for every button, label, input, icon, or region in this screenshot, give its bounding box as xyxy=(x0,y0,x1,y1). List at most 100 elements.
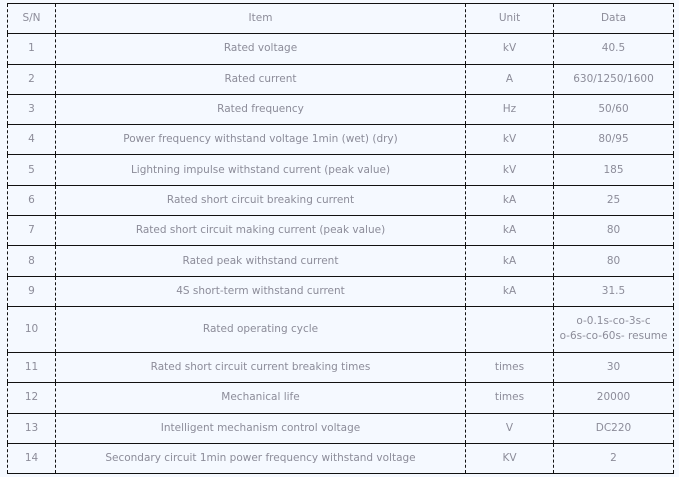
cell-data-text: o-0.1s-co-3s-c xyxy=(576,315,651,328)
cell-unit: times xyxy=(465,351,554,384)
cell-unit-text: kV xyxy=(502,133,517,146)
cell-data: 50/60 xyxy=(553,93,674,126)
cell-sn: 6 xyxy=(7,184,56,217)
cell-item-text: Lightning impulse withstand current (pea… xyxy=(130,163,391,176)
cell-unit-text: kA xyxy=(502,284,517,297)
table-row: 2 Rated current A 630/1250/1600 xyxy=(7,63,674,95)
cell-sn-text: 7 xyxy=(28,224,35,237)
cell-unit: V xyxy=(465,412,554,444)
header-row: S/N Item Unit Data xyxy=(7,2,674,35)
cell-sn-text: 6 xyxy=(28,193,35,206)
cell-unit-text: times xyxy=(494,391,525,404)
cell-item: Rated current xyxy=(55,63,466,95)
cell-sn: 1 xyxy=(7,33,56,65)
cell-sn-text: 14 xyxy=(24,452,39,464)
cell-unit-text: A xyxy=(505,72,514,85)
cell-unit: kV xyxy=(465,33,554,65)
cell-item-text: 4S short-term withstand current xyxy=(176,284,345,297)
cell-item: Rated voltage xyxy=(55,33,466,65)
cell-data-text: 40.5 xyxy=(601,42,626,55)
cell-unit xyxy=(465,305,554,353)
cell-item: Secondary circuit 1min power frequency w… xyxy=(55,442,466,475)
cell-unit: kA xyxy=(465,215,554,247)
cell-item-text: Rated short circuit breaking current xyxy=(166,193,355,206)
cell-item: Power frequency withstand voltage 1min (… xyxy=(55,124,466,156)
cell-sn: 9 xyxy=(7,275,56,307)
table-row: 13 Intelligent mechanism control voltage V… xyxy=(7,412,674,444)
cell-unit-text: kA xyxy=(502,224,517,237)
cell-unit: kA xyxy=(465,275,554,307)
cell-unit-text: kV xyxy=(502,163,517,176)
cell-item-text: Rated frequency xyxy=(217,103,304,116)
cell-unit-text: KV xyxy=(502,452,517,464)
cell-data: 80 xyxy=(553,245,674,277)
cell-sn: 14 xyxy=(7,442,56,475)
cell-unit: kA xyxy=(465,245,554,277)
cell-unit-text: Hz xyxy=(502,103,517,116)
cell-sn-text: 13 xyxy=(24,421,39,434)
cell-data-text: 31.5 xyxy=(601,284,626,297)
cell-item-text: Rated peak withstand current xyxy=(182,254,339,267)
cell-data: 630/1250/1600 xyxy=(553,63,674,95)
cell-sn: 2 xyxy=(7,63,56,95)
cell-unit: A xyxy=(465,63,554,95)
cell-data: o-0.1s-co-3s-c o-6s-co-60s- resume xyxy=(553,305,674,353)
cell-item-text: Mechanical life xyxy=(221,391,300,404)
cell-sn-text: 8 xyxy=(28,254,35,267)
cell-data-text: 30 xyxy=(606,361,621,374)
cell-data: 40.5 xyxy=(553,33,674,65)
header-sn: S/N xyxy=(7,2,56,35)
table-row: 10 Rated operating cycle o-0.1s-co-3s-c o-6… xyxy=(7,305,674,353)
cell-item-text: Rated short circuit making current (peak… xyxy=(135,224,386,237)
header-item: Item xyxy=(55,2,466,35)
cell-data: 31.5 xyxy=(553,275,674,307)
cell-data: 80/95 xyxy=(553,124,674,156)
cell-sn: 8 xyxy=(7,245,56,277)
cell-sn: 10 xyxy=(7,305,56,353)
cell-item-text: Intelligent mechanism control voltage xyxy=(160,421,361,434)
cell-data-text: DC220 xyxy=(595,421,632,434)
cell-data-text-line2: o-6s-co-60s- resume xyxy=(559,330,668,343)
cell-item: Rated operating cycle xyxy=(55,305,466,353)
cell-item-text: Rated short circuit current breaking tim… xyxy=(150,361,371,374)
cell-data-text: 25 xyxy=(606,193,621,206)
cell-item: Rated peak withstand current xyxy=(55,245,466,277)
cell-sn-text: 11 xyxy=(24,361,39,374)
cell-item: Mechanical life xyxy=(55,382,466,414)
cell-sn-text: 1 xyxy=(28,42,35,55)
cell-unit-text: kA xyxy=(502,193,517,206)
cell-data: DC220 xyxy=(553,412,674,444)
cell-unit: kV xyxy=(465,154,554,186)
cell-sn: 12 xyxy=(7,382,56,414)
cell-sn-text: 12 xyxy=(24,391,39,404)
cell-sn: 5 xyxy=(7,154,56,186)
cell-sn: 4 xyxy=(7,124,56,156)
cell-sn: 7 xyxy=(7,215,56,247)
cell-unit: Hz xyxy=(465,93,554,126)
header-unit: Unit xyxy=(465,2,554,35)
cell-unit-text: times xyxy=(494,361,525,374)
cell-sn: 11 xyxy=(7,351,56,384)
cell-data: 80 xyxy=(553,215,674,247)
table-row: 11 Rated short circuit current breaking t… xyxy=(7,351,674,384)
table-row: 8 Rated peak withstand current kA 80 xyxy=(7,245,674,277)
spec-table: S/N Item Unit Data 1 Rated voltage kV 40.5 2… xyxy=(7,2,674,475)
cell-sn-text: 5 xyxy=(28,163,35,176)
table-row: 5 Lightning impulse withstand current (pe… xyxy=(7,154,674,186)
cell-unit: KV xyxy=(465,442,554,475)
cell-item: Lightning impulse withstand current (pea… xyxy=(55,154,466,186)
cell-item: Intelligent mechanism control voltage xyxy=(55,412,466,444)
table-row: 6 Rated short circuit breaking current kA 2… xyxy=(7,184,674,217)
cell-item: 4S short-term withstand current xyxy=(55,275,466,307)
table-row: 7 Rated short circuit making current (pea… xyxy=(7,215,674,247)
cell-unit-text: kA xyxy=(502,254,517,267)
cell-unit: times xyxy=(465,382,554,414)
cell-data-text: 20000 xyxy=(596,391,631,404)
cell-sn: 3 xyxy=(7,93,56,126)
cell-data: 2 xyxy=(553,442,674,475)
cell-item: Rated short circuit breaking current xyxy=(55,184,466,217)
cell-item-text: Power frequency withstand voltage 1min (… xyxy=(123,133,398,146)
cell-sn-text: 4 xyxy=(28,133,35,146)
cell-sn-text: 10 xyxy=(24,322,39,335)
cell-data: 25 xyxy=(553,184,674,217)
